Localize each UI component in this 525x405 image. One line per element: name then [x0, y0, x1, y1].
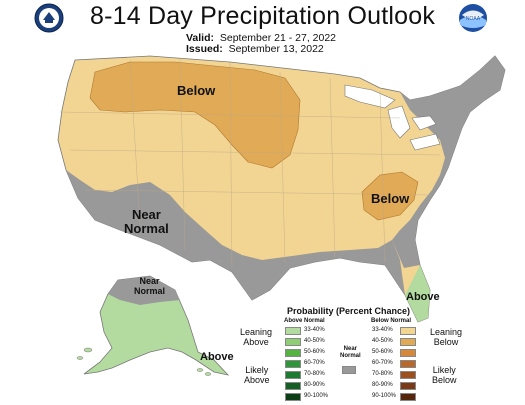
below-swatch — [400, 360, 416, 368]
near-normal-east-region — [392, 56, 505, 268]
above-florida-label: Above — [406, 291, 440, 303]
leaning-below-line-2: Below — [433, 337, 459, 347]
state-borders — [59, 59, 441, 269]
great-lakes — [344, 84, 441, 151]
near-normal-legend-label: Near Normal — [340, 346, 361, 360]
above-range-label: 40-50% — [304, 338, 325, 344]
near-normal-west-line-2: Normal — [124, 221, 169, 236]
below-swatch — [400, 338, 416, 346]
legend-title: Probability (Percent Chance) — [287, 306, 411, 316]
leaning-below-line-1: Leaning — [430, 327, 463, 337]
below-range-label: 70-80% — [372, 371, 393, 377]
precipitation-outlook-map — [57, 55, 506, 376]
near-normal-alaska-region — [108, 276, 180, 305]
near-normal-west-region — [66, 170, 405, 300]
below-range-label: 50-60% — [372, 349, 393, 355]
above-range-label: 60-70% — [304, 360, 325, 366]
near-normal-swatch — [342, 366, 356, 374]
legend-below-header: Below Normal — [371, 318, 412, 324]
below-range-label: 40-50% — [372, 338, 393, 344]
above-alaska-label: Above — [200, 351, 234, 363]
below-range-label: 80-90% — [372, 382, 393, 388]
issued-value: September 13, 2022 — [228, 43, 324, 55]
below-swatch — [400, 371, 416, 379]
legend-above-header: Above Normal — [284, 318, 325, 324]
noaa-logo-icon: NOAA — [459, 4, 487, 32]
near-normal-alaska-label: Near Normal — [134, 276, 165, 296]
likely-above-label: Likely Above — [244, 365, 270, 385]
below-swatch — [400, 393, 416, 401]
page-title: 8-14 Day Precipitation Outlook — [89, 2, 436, 30]
above-range-label: 80-90% — [304, 382, 325, 388]
below-southeast-region — [361, 171, 419, 221]
alaska-landmass — [83, 275, 230, 376]
above-swatch — [285, 382, 301, 390]
likely-below-line-2: Below — [432, 375, 457, 385]
leaning-above-label: Leaning Above — [240, 327, 272, 347]
above-swatch — [285, 393, 301, 401]
issued-date: Issued: September 13, 2022 — [186, 43, 324, 55]
near-normal-legend-line-1: Near — [343, 346, 357, 352]
noaa-commerce-seal-icon — [34, 3, 64, 33]
below-range-label: 33-40% — [372, 327, 393, 333]
above-swatch — [285, 327, 301, 335]
near-normal-west-line-1: Near — [131, 207, 161, 222]
near-normal-alaska-line-2: Normal — [134, 286, 166, 296]
valid-label: Valid: — [186, 32, 215, 44]
valid-value: September 21 - 27, 2022 — [219, 32, 337, 44]
alaska-islands — [76, 347, 212, 376]
below-swatch — [400, 327, 416, 335]
likely-below-label: Likely Below — [432, 365, 457, 385]
below-range-label: 60-70% — [372, 360, 393, 366]
above-range-label: 90-100% — [304, 393, 329, 399]
below-swatch — [400, 349, 416, 357]
below-north-region — [89, 61, 301, 169]
near-normal-legend-line-2: Normal — [340, 353, 361, 359]
issued-label: Issued: — [186, 43, 223, 55]
below-north-label: Below — [177, 83, 216, 98]
above-swatch — [285, 338, 301, 346]
likely-above-line-1: Likely — [245, 365, 269, 375]
below-range-label: 90-100% — [372, 393, 397, 399]
above-swatch — [285, 371, 301, 379]
likely-above-line-2: Above — [244, 375, 270, 385]
valid-dates: Valid: September 21 - 27, 2022 — [186, 32, 336, 44]
near-normal-alaska-line-1: Near — [139, 276, 160, 286]
leaning-below-label: Leaning Below — [430, 327, 462, 347]
below-swatch — [400, 382, 416, 390]
leaning-above-line-2: Above — [243, 337, 269, 347]
likely-below-line-1: Likely — [432, 365, 456, 375]
above-range-label: 70-80% — [304, 371, 325, 377]
above-swatch — [285, 349, 301, 357]
above-florida-region — [405, 265, 430, 322]
leaning-above-line-1: Leaning — [240, 327, 273, 337]
above-swatch — [285, 360, 301, 368]
below-southeast-label: Below — [371, 191, 410, 206]
near-normal-west-label: Near Normal — [124, 208, 169, 236]
above-range-label: 50-60% — [304, 349, 325, 355]
svg-text:NOAA: NOAA — [466, 16, 481, 22]
above-range-label: 33-40% — [304, 327, 325, 333]
